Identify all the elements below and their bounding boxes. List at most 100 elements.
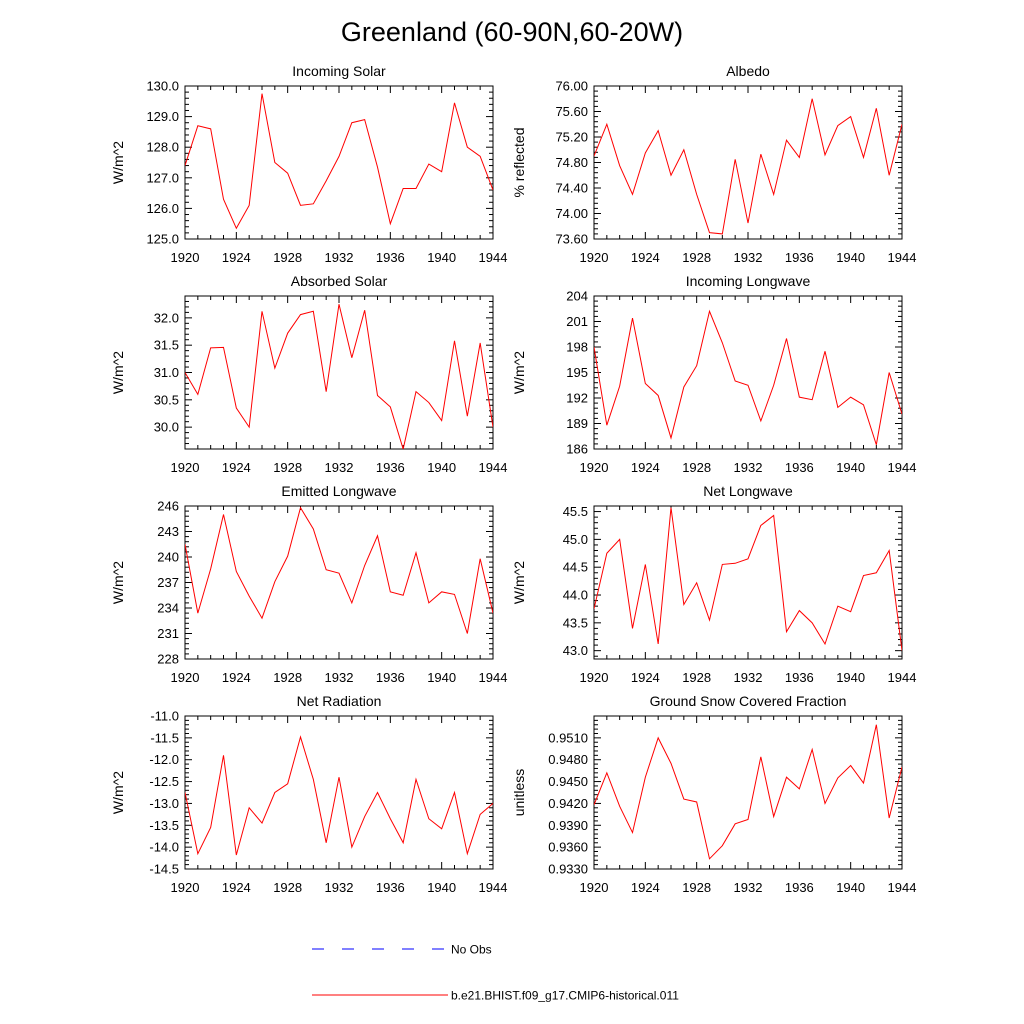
plot-frame [184, 505, 494, 660]
x-tick-label: 1932 [325, 460, 354, 475]
y-tick-label: -12.5 [149, 774, 179, 789]
panel-title: Albedo [726, 63, 770, 79]
panel-1: Albedo 1920 1924 1928 1932 1936 1940 1944 73.60 7… [511, 63, 916, 265]
x-tick-label: 1924 [222, 460, 251, 475]
y-tick-label: 192 [566, 391, 588, 406]
x-tick-label: 1944 [888, 250, 917, 265]
x-tick-label: 1928 [273, 880, 302, 895]
y-tick-label: 44.5 [563, 560, 588, 575]
x-tick-label: 1932 [325, 670, 354, 685]
x-tick-label: 1920 [171, 880, 200, 895]
x-tick-label: 1928 [682, 250, 711, 265]
x-tick-label: 1940 [836, 460, 865, 475]
y-tick-label: 198 [566, 340, 588, 355]
y-tick-label: 231 [157, 626, 179, 641]
x-tick-label: 1920 [580, 880, 609, 895]
y-tick-label: 204 [566, 289, 588, 304]
series-line [594, 98, 902, 235]
panel-title: Incoming Longwave [686, 273, 811, 289]
y-tick-label: 75.20 [555, 130, 588, 145]
panel-title: Net Longwave [703, 483, 793, 499]
x-tick-label: 1936 [785, 250, 814, 265]
x-tick-label: 1936 [785, 460, 814, 475]
panel-0: Incoming Solar 1920 1924 1928 1932 1936 1940 19… [110, 63, 507, 265]
y-tick-label: 31.0 [154, 365, 179, 380]
y-axis-label: W/m^2 [511, 351, 527, 394]
y-axis-label: W/m^2 [511, 561, 527, 604]
panel-title: Incoming Solar [292, 63, 386, 79]
y-tick-label: -12.0 [149, 752, 179, 767]
y-tick-label: 74.80 [555, 155, 588, 170]
series-line [185, 304, 493, 449]
y-tick-label: 43.0 [563, 643, 588, 658]
panel-5: Net Longwave 1920 1924 1928 1932 1936 1940 1944… [511, 483, 916, 685]
y-tick-label: 130.0 [146, 79, 179, 94]
y-tick-label: 0.9390 [548, 818, 588, 833]
y-tick-label: 73.60 [555, 232, 588, 247]
x-tick-label: 1944 [479, 670, 508, 685]
panel-title: Emitted Longwave [281, 483, 396, 499]
y-tick-label: 43.5 [563, 615, 588, 630]
y-tick-label: 237 [157, 575, 179, 590]
x-tick-label: 1944 [888, 880, 917, 895]
x-tick-label: 1920 [580, 670, 609, 685]
x-tick-label: 1932 [734, 880, 763, 895]
panel-4: Emitted Longwave 1920 1924 1928 1932 1936 1940… [110, 483, 507, 685]
y-tick-label: -13.0 [149, 796, 179, 811]
series-line [185, 506, 493, 634]
x-tick-label: 1920 [580, 250, 609, 265]
series-line [185, 93, 493, 230]
x-tick-label: 1944 [479, 880, 508, 895]
y-tick-label: 74.40 [555, 181, 588, 196]
x-tick-label: 1920 [171, 670, 200, 685]
legend-label-obs: No Obs [451, 943, 492, 957]
y-axis-label: W/m^2 [110, 141, 126, 184]
x-tick-label: 1932 [325, 250, 354, 265]
panel-3: Incoming Longwave 1920 1924 1928 1932 1936 194… [511, 273, 916, 475]
legend: No Obs b.e21.BHIST.f09_g17.CMIP6-histori… [312, 943, 679, 1003]
y-tick-label: 0.9510 [548, 730, 588, 745]
y-tick-label: 189 [566, 416, 588, 431]
panel-title: Ground Snow Covered Fraction [650, 693, 847, 709]
y-tick-label: -11.0 [150, 709, 179, 724]
y-axis-label: W/m^2 [110, 561, 126, 604]
y-tick-label: -14.5 [149, 862, 179, 877]
x-tick-label: 1924 [222, 880, 251, 895]
plot-frame [593, 295, 903, 450]
x-tick-label: 1932 [325, 880, 354, 895]
x-tick-label: 1924 [631, 670, 660, 685]
x-tick-label: 1940 [836, 880, 865, 895]
x-tick-label: 1944 [479, 460, 508, 475]
y-tick-label: 128.0 [146, 140, 179, 155]
panel-2: Absorbed Solar 1920 1924 1928 1932 1936 1940 19… [110, 273, 507, 475]
panel-title: Absorbed Solar [291, 273, 388, 289]
x-tick-label: 1924 [631, 460, 660, 475]
y-tick-label: 0.9360 [548, 840, 588, 855]
y-axis-label: W/m^2 [110, 351, 126, 394]
plot-frame [593, 715, 903, 870]
x-tick-label: 1936 [376, 460, 405, 475]
x-tick-label: 1924 [222, 250, 251, 265]
plot-frame [184, 295, 494, 450]
x-tick-label: 1944 [479, 250, 508, 265]
x-tick-label: 1928 [682, 670, 711, 685]
y-tick-label: 0.9480 [548, 752, 588, 767]
panels: Incoming Solar 1920 1924 1928 1932 1936 1940 19… [110, 63, 916, 895]
y-tick-label: 0.9330 [548, 862, 588, 877]
y-tick-label: 195 [566, 365, 588, 380]
y-tick-label: -14.0 [149, 840, 179, 855]
x-tick-label: 1936 [376, 670, 405, 685]
y-tick-label: -13.5 [149, 818, 179, 833]
y-tick-label: 30.5 [154, 392, 179, 407]
y-axis-label: % reflected [511, 127, 527, 197]
x-tick-label: 1920 [171, 250, 200, 265]
y-tick-label: 129.0 [146, 109, 179, 124]
y-tick-label: 246 [157, 499, 179, 514]
x-tick-label: 1936 [785, 670, 814, 685]
y-tick-label: 45.0 [563, 532, 588, 547]
y-tick-label: 76.00 [555, 79, 588, 94]
x-tick-label: 1932 [734, 460, 763, 475]
x-tick-label: 1924 [222, 670, 251, 685]
x-tick-label: 1920 [580, 460, 609, 475]
x-tick-label: 1940 [836, 250, 865, 265]
